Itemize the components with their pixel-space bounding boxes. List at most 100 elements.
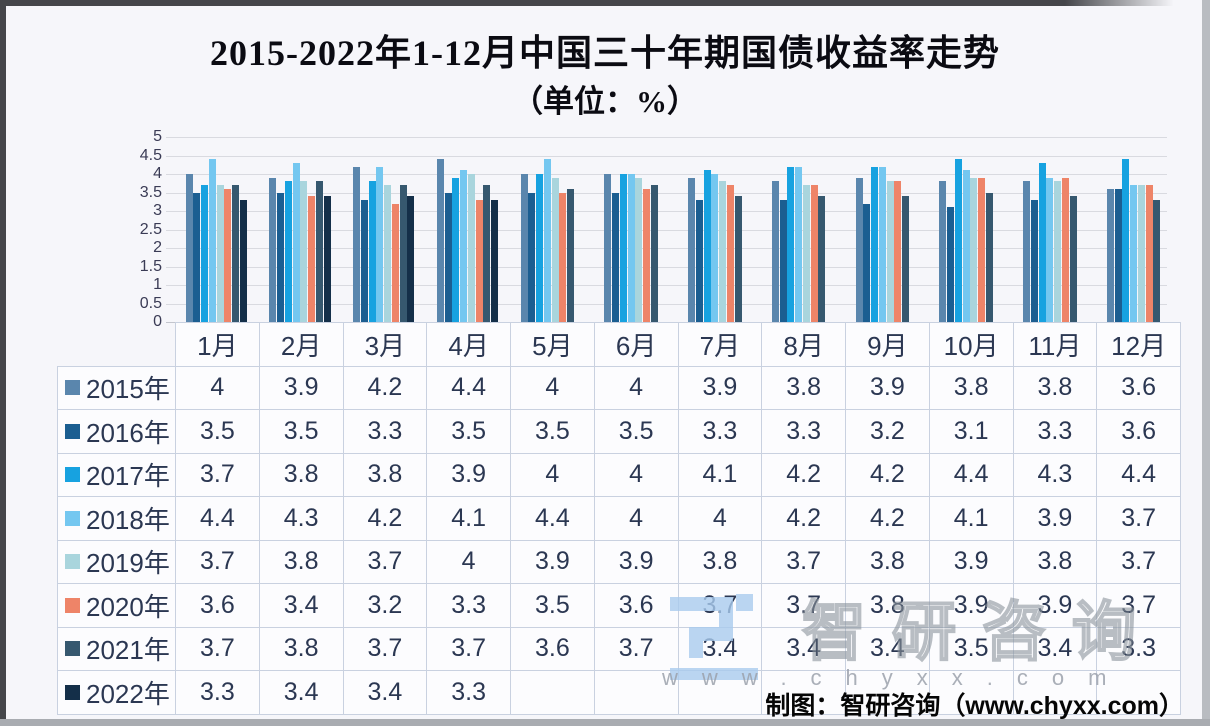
chart-bar-2016年-10月 — [947, 207, 955, 322]
value-cell-2020年-4月: 3.3 — [426, 583, 511, 628]
value-cell-2021年-5月: 3.6 — [510, 626, 595, 671]
chart-bar-2021年-8月 — [818, 196, 826, 322]
value-cell-2020年-5月: 3.5 — [510, 583, 595, 628]
year-label: 2015年 — [86, 374, 170, 405]
year-label: 2019年 — [86, 548, 170, 579]
chart-bar-2018年-6月 — [627, 174, 635, 322]
y-axis-tick-label: 2 — [153, 239, 162, 256]
value-cell-2019年-2月: 3.8 — [258, 539, 344, 584]
value-cell-2017年-12月: 4.4 — [1096, 452, 1181, 497]
chart-bar-2022年-1月 — [239, 199, 247, 322]
chart-bar-2016年-12月 — [1114, 188, 1122, 322]
chart-bar-2018年-11月 — [1046, 177, 1054, 322]
y-axis-tick-label: 1.5 — [139, 257, 162, 275]
value-cell-2020年-10月: 3.9 — [928, 583, 1014, 628]
value-cell-2021年-3月: 3.7 — [342, 626, 428, 671]
value-cell-2019年-6月: 3.9 — [593, 539, 679, 584]
value-cell-2018年-8月: 4.2 — [761, 496, 846, 541]
chart-bar-2019年-12月 — [1137, 185, 1145, 322]
value-cell-2017年-3月: 3.8 — [342, 452, 428, 497]
value-cell-2018年-10月: 4.1 — [928, 496, 1014, 541]
value-cell-2021年-9月: 3.4 — [845, 626, 930, 671]
value-cell-2022年-2月: 3.4 — [258, 670, 344, 715]
value-cell-2021年-11月: 3.4 — [1012, 626, 1098, 671]
chart-bar-2021年-11月 — [1069, 196, 1077, 322]
value-cell-2016年-11月: 3.3 — [1012, 409, 1098, 454]
chart-bar-2018年-5月 — [543, 159, 551, 322]
chart-bar-2016年-11月 — [1030, 199, 1038, 322]
gridline-3.5 — [166, 192, 1167, 194]
month-header-cell-12月: 12月 — [1096, 322, 1181, 367]
value-cell-2018年-1月: 4.4 — [175, 496, 260, 541]
chart-bar-2016年-9月 — [863, 203, 871, 322]
chart-bar-2019年-10月 — [970, 177, 978, 322]
chart-bar-2019年-1月 — [216, 185, 224, 322]
value-cell-2021年-2月: 3.8 — [258, 626, 344, 671]
chart-bar-2020年-4月 — [475, 199, 483, 322]
y-axis-tick-label: 1 — [153, 276, 162, 293]
value-cell-2015年-11月: 3.8 — [1012, 365, 1098, 410]
value-cell-2015年-2月: 3.9 — [258, 365, 344, 410]
value-cell-2021年-7月: 3.4 — [677, 626, 763, 671]
chart-bar-2020年-11月 — [1061, 177, 1069, 322]
value-cell-2019年-11月: 3.8 — [1012, 539, 1098, 584]
value-cell-2019年-10月: 3.9 — [928, 539, 1014, 584]
table-corner-empty — [58, 323, 176, 367]
gridline-2 — [166, 248, 1167, 249]
y-axis-tick-label: 4 — [153, 165, 162, 182]
chart-bar-2019年-9月 — [886, 181, 894, 322]
chart-bar-2020年-10月 — [978, 177, 986, 322]
value-cell-2017年-10月: 4.4 — [928, 452, 1014, 497]
value-cell-2016年-2月: 3.5 — [258, 409, 344, 454]
chart-bar-2016年-3月 — [360, 199, 368, 322]
chart-bar-2018年-12月 — [1130, 185, 1138, 322]
value-cell-2021年-6月: 3.7 — [593, 626, 679, 671]
y-axis-tick-label: 4.5 — [139, 146, 162, 164]
chart-bar-2016年-5月 — [528, 192, 536, 322]
value-cell-2016年-7月: 3.3 — [677, 409, 763, 454]
year-label: 2018年 — [86, 504, 170, 535]
value-cell-2020年-12月: 3.7 — [1096, 583, 1181, 628]
value-cell-2018年-11月: 3.9 — [1012, 496, 1098, 541]
value-cell-2022年-12月 — [1096, 670, 1181, 715]
value-cell-2017年-8月: 4.2 — [761, 452, 846, 497]
value-cell-2016年-8月: 3.3 — [761, 409, 846, 454]
gridline-4 — [166, 174, 1167, 175]
value-cell-2015年-9月: 3.9 — [845, 365, 930, 410]
gridline-4.5 — [166, 155, 1167, 157]
year-label-cell-2021年: 2021年 — [57, 626, 176, 671]
value-cell-2017年-5月: 4 — [510, 452, 595, 497]
chart-bar-2019年-5月 — [551, 177, 559, 322]
chart-bar-2016年-6月 — [612, 192, 620, 322]
value-cell-2022年-9月 — [845, 670, 930, 715]
chart-bar-2017年-11月 — [1038, 162, 1046, 322]
value-cell-2017年-9月: 4.2 — [845, 452, 930, 497]
value-cell-2016年-12月: 3.6 — [1096, 409, 1181, 454]
value-cell-2016年-1月: 3.5 — [175, 409, 260, 454]
gridline-0.5 — [166, 303, 1167, 305]
chart-bar-2020年-6月 — [643, 188, 651, 322]
chart-bar-2016年-4月 — [444, 192, 452, 322]
chart-title: 2015-2022年1-12月中国三十年期国债收益率走势 — [210, 33, 1000, 73]
value-cell-2017年-6月: 4 — [593, 452, 679, 497]
chart-bar-2021年-3月 — [399, 185, 407, 322]
chart-bar-2015年-3月 — [353, 166, 361, 322]
y-axis-tick-label: 5 — [153, 128, 162, 145]
chart-bar-2019年-11月 — [1054, 181, 1062, 322]
value-cell-2018年-6月: 4 — [593, 496, 679, 541]
chart-bar-2017年-2月 — [284, 181, 292, 322]
value-cell-2016年-5月: 3.5 — [510, 409, 595, 454]
year-label: 2020年 — [86, 591, 170, 622]
chart-bar-2021年-12月 — [1153, 199, 1161, 322]
value-cell-2018年-3月: 4.2 — [342, 496, 428, 541]
chart-bar-2018年-2月 — [292, 162, 300, 322]
value-cell-2015年-8月: 3.8 — [761, 365, 846, 410]
value-cell-2017年-7月: 4.1 — [677, 452, 763, 497]
year-label: 2022年 — [86, 678, 170, 709]
year-label: 2021年 — [86, 635, 170, 666]
chart-bar-2019年-4月 — [467, 174, 475, 322]
value-cell-2020年-3月: 3.2 — [342, 583, 428, 628]
frame-edge-right — [1202, 0, 1210, 726]
value-cell-2018年-5月: 4.4 — [510, 496, 595, 541]
legend-swatch-2020年 — [65, 597, 80, 613]
